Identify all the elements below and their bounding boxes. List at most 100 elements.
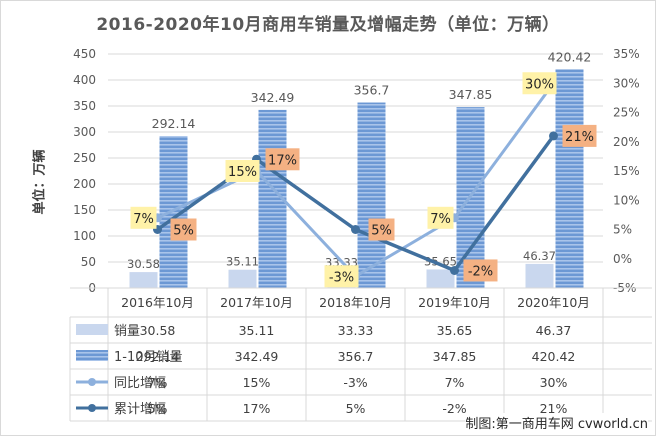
yoy-label-box [324, 265, 359, 288]
legend-key-marker [88, 378, 96, 386]
right-tick-label: 35% [613, 47, 640, 61]
right-tick-label: 5% [613, 223, 632, 237]
table-category: 2016年10月 [121, 295, 194, 310]
monthly-bar [228, 269, 257, 288]
table-cell: 420.42 [532, 349, 576, 364]
monthly-bar [525, 263, 554, 288]
table-cell: 15% [243, 375, 271, 390]
legend-key-bar [76, 324, 108, 335]
cumulative-growth-label-box [562, 124, 597, 147]
cumulative-growth-label: 5% [173, 224, 194, 239]
right-tick-label: 0% [613, 252, 632, 266]
table-category: 2020年10月 [517, 295, 590, 310]
cumulative-growth-label-box [368, 218, 395, 241]
left-tick-label: 200 [73, 177, 96, 191]
cumulative-growth-label: 17% [268, 153, 297, 168]
table-cell: 7% [148, 375, 168, 390]
yoy-label-box [522, 72, 557, 95]
yoy-label: 15% [228, 165, 257, 180]
cumulative-bar [357, 102, 386, 289]
cumulative-growth-point [549, 131, 558, 141]
table-cell: 292.14 [136, 349, 180, 364]
legend-label: 累计增幅 [114, 402, 166, 417]
growth-value-labels: 7% 15% -3% 7% 30% 5% 17% 5% -2% 21% [130, 72, 597, 288]
monthly-bar-label: 46.37 [523, 249, 556, 263]
left-tick-label: 100 [73, 229, 96, 243]
yoy-label-box [130, 206, 157, 229]
table-cell: 35.11 [239, 323, 275, 338]
chart-credit: 制图:第一商用车网 cvworld.cn [465, 413, 648, 432]
table-cell: 21% [540, 401, 568, 416]
table-cell: 35.65 [437, 323, 473, 338]
cumulative-bar-label: 292.14 [152, 116, 196, 131]
growth-lines [153, 78, 558, 281]
table-cell: 30% [540, 375, 568, 390]
left-tick-label: 450 [73, 47, 96, 61]
table-cell: -3% [343, 375, 367, 390]
cumulative-bar-label: 420.42 [548, 49, 592, 64]
table-cell: 30.58 [140, 323, 176, 338]
monthly-bar-label: 35.65 [424, 254, 457, 268]
table-category: 2019年10月 [418, 295, 491, 310]
cumulative-growth-label-box [265, 148, 300, 171]
table-cell: 347.85 [433, 349, 477, 364]
right-tick-label: 20% [613, 135, 640, 149]
yoy-line [156, 82, 555, 279]
yoy-label: 7% [133, 212, 154, 227]
chart-title: 2016-2020年10月商用车销量及增幅走势（单位：万辆） [96, 15, 560, 35]
legend-key-bar [76, 350, 108, 361]
table-cell: 46.37 [536, 323, 572, 338]
cumulative-growth-point [450, 265, 459, 275]
right-tick-label: 10% [613, 193, 640, 207]
table-cell: 342.49 [235, 349, 279, 364]
right-axis-ticks: -5%0%5%10%15%20%25%30%35% [613, 47, 640, 295]
left-tick-label: 400 [73, 73, 96, 87]
table-cell: 5% [346, 401, 366, 416]
cumulative-growth-label-box [170, 218, 197, 241]
left-tick-label: 150 [73, 203, 96, 217]
bars [129, 69, 584, 289]
cumulative-bar [555, 69, 584, 289]
legend-label: 1-10月销量 [114, 350, 183, 365]
yoy-label-box [225, 160, 260, 182]
yoy-label: -3% [329, 270, 354, 285]
yoy-label-box [427, 206, 454, 229]
cumulative-growth-label: 21% [565, 130, 594, 145]
gridlines [108, 53, 603, 289]
cumulative-growth-line [156, 134, 555, 273]
table-cell: 7% [445, 375, 465, 390]
left-tick-label: 350 [73, 99, 96, 113]
cumulative-growth-point [351, 225, 360, 234]
cumulative-bar-label: 347.85 [449, 87, 493, 102]
legend-key-marker [88, 404, 96, 412]
monthly-bar-label: 30.58 [127, 257, 160, 271]
monthly-bar-label: 35.11 [226, 255, 259, 269]
table-cell: 17% [243, 401, 271, 416]
left-tick-label: 250 [73, 151, 96, 165]
cumulative-bar-label: 342.49 [251, 90, 295, 105]
left-tick-label: 50 [81, 255, 96, 269]
yoy-label: 30% [525, 77, 554, 92]
monthly-bar [426, 269, 455, 288]
right-tick-label: 25% [613, 106, 640, 120]
table-category: 2018年10月 [319, 295, 392, 310]
table-category: 2017年10月 [220, 295, 293, 310]
legend-label: 销量 [114, 324, 140, 339]
table-cell: -2% [442, 401, 466, 416]
table-cell: 356.7 [338, 349, 374, 364]
cumulative-bar-label: 356.7 [354, 83, 390, 98]
legend-label: 同比增幅 [114, 376, 166, 391]
left-tick-label: 300 [73, 125, 96, 139]
cumulative-growth-label-box [463, 259, 498, 282]
cumulative-growth-label: 5% [371, 224, 392, 239]
right-tick-label: 30% [613, 76, 640, 90]
table-cell: 33.33 [338, 323, 374, 338]
cumulative-growth-label: -2% [468, 264, 493, 279]
right-tick-label: 15% [613, 164, 640, 178]
table-cell: 5% [148, 401, 168, 416]
yoy-label: 7% [430, 212, 451, 227]
monthly-bar [129, 272, 158, 288]
data-table: 2016年10月 2017年10月 2018年10月 2019年10月 2020年10月… [69, 287, 652, 422]
